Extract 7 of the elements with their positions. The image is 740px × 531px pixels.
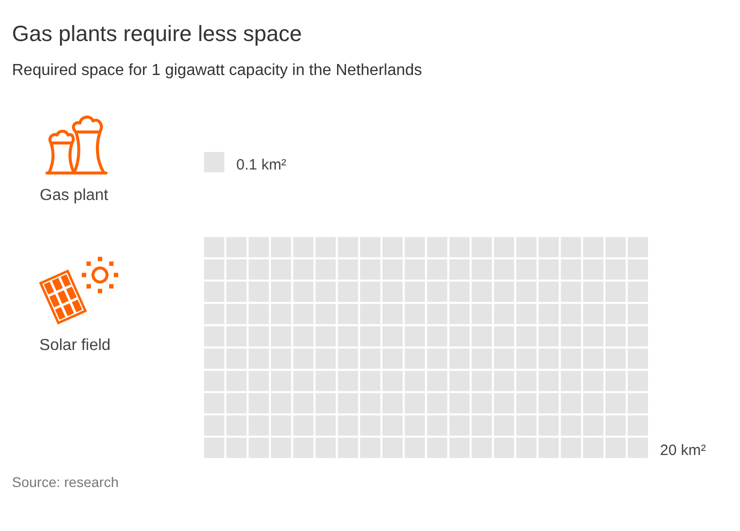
source-note: Source: research (12, 474, 119, 490)
text: Required space for 1 gigawatt capacity in the Netherlands (12, 62, 422, 79)
data-label: 20 km² (660, 442, 706, 459)
category-label: Solar field (39, 337, 111, 354)
data-label: 0.1 km² (236, 156, 286, 174)
category-label: Gas plant (40, 187, 109, 204)
text: Gas plants require less space (12, 21, 302, 46)
